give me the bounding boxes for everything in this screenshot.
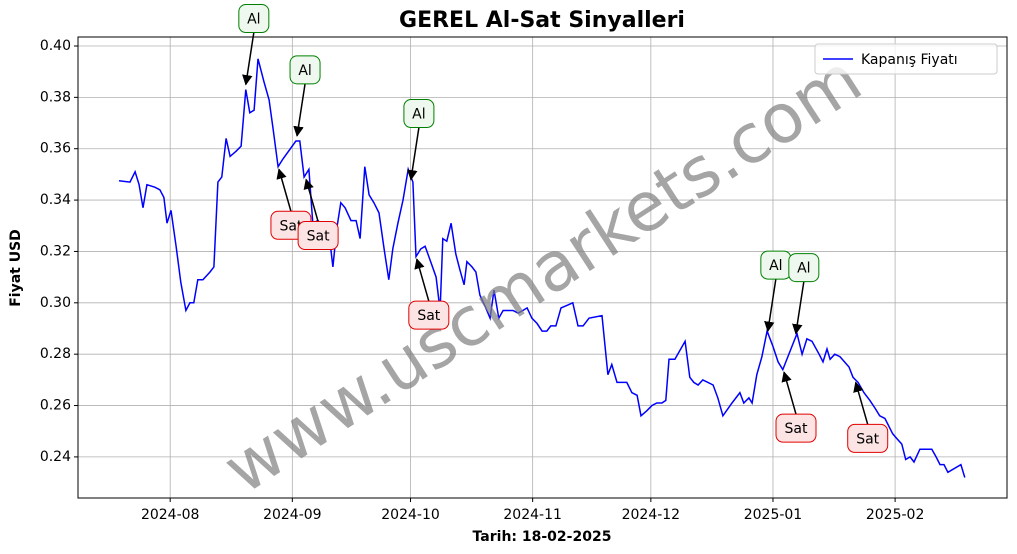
annotation-box [408, 300, 450, 330]
y-tick-label: 0.26 [40, 398, 71, 414]
annotation-box [788, 253, 820, 283]
annotation-label: Sat [856, 431, 879, 447]
plot-frame [77, 36, 1008, 499]
annotation-label: Sat [417, 308, 440, 324]
annotation-arrow [792, 281, 805, 335]
y-tick-label: 0.30 [40, 295, 71, 311]
annotation-box [847, 423, 889, 453]
x-tick-label: 2025-02 [866, 507, 925, 523]
annotation-label: Sat [279, 218, 302, 234]
annotation-label: Al [412, 107, 425, 123]
x-tick-label: 2025-01 [744, 507, 803, 523]
annotation-arrow [293, 83, 306, 137]
x-tick-label: 2024-08 [141, 507, 200, 523]
annotation-arrow [303, 178, 319, 222]
annotation-box [238, 4, 270, 34]
annotation-arrow [764, 278, 777, 333]
x-axis-label: Tarih: 18-02-2025 [473, 529, 612, 545]
annotation-arrow [407, 127, 420, 181]
x-tick-label: 2024-11 [503, 507, 562, 523]
annotation-arrow [242, 32, 255, 86]
x-tick-label: 2024-09 [263, 507, 322, 523]
annotation-label: Al [769, 258, 782, 274]
annotation-label: Al [247, 12, 260, 28]
y-axis-label: Fiyat USD [8, 229, 24, 307]
legend-box [814, 43, 998, 75]
annotation-box [403, 99, 435, 129]
y-tick-label: 0.32 [40, 243, 71, 259]
annotation-arrow [276, 168, 292, 212]
annotation-box [297, 221, 339, 251]
annotation-arrow [853, 381, 869, 425]
y-tick-label: 0.34 [40, 192, 71, 208]
annotation-label: Sat [307, 229, 330, 245]
annotation-arrow [781, 371, 797, 415]
y-tick-label: 0.24 [40, 449, 71, 465]
y-tick-label: 0.36 [40, 141, 71, 157]
x-tick-label: 2024-12 [622, 507, 681, 523]
y-tick-label: 0.28 [40, 346, 71, 362]
x-tick-label: 2024-10 [381, 507, 440, 523]
annotation-box [775, 413, 817, 443]
y-tick-label: 0.40 [40, 38, 71, 54]
annotation-label: Al [797, 261, 810, 277]
chart-title: GEREL Al-Sat Sinyalleri [399, 8, 685, 33]
annotation-label: Sat [785, 421, 808, 437]
price-line [118, 58, 966, 478]
annotation-arrow [414, 258, 430, 302]
y-tick-label: 0.38 [40, 89, 71, 105]
legend-label: Kapanış Fiyatı [861, 52, 958, 68]
annotation-label: Al [298, 63, 311, 79]
annotation-box [289, 55, 321, 85]
